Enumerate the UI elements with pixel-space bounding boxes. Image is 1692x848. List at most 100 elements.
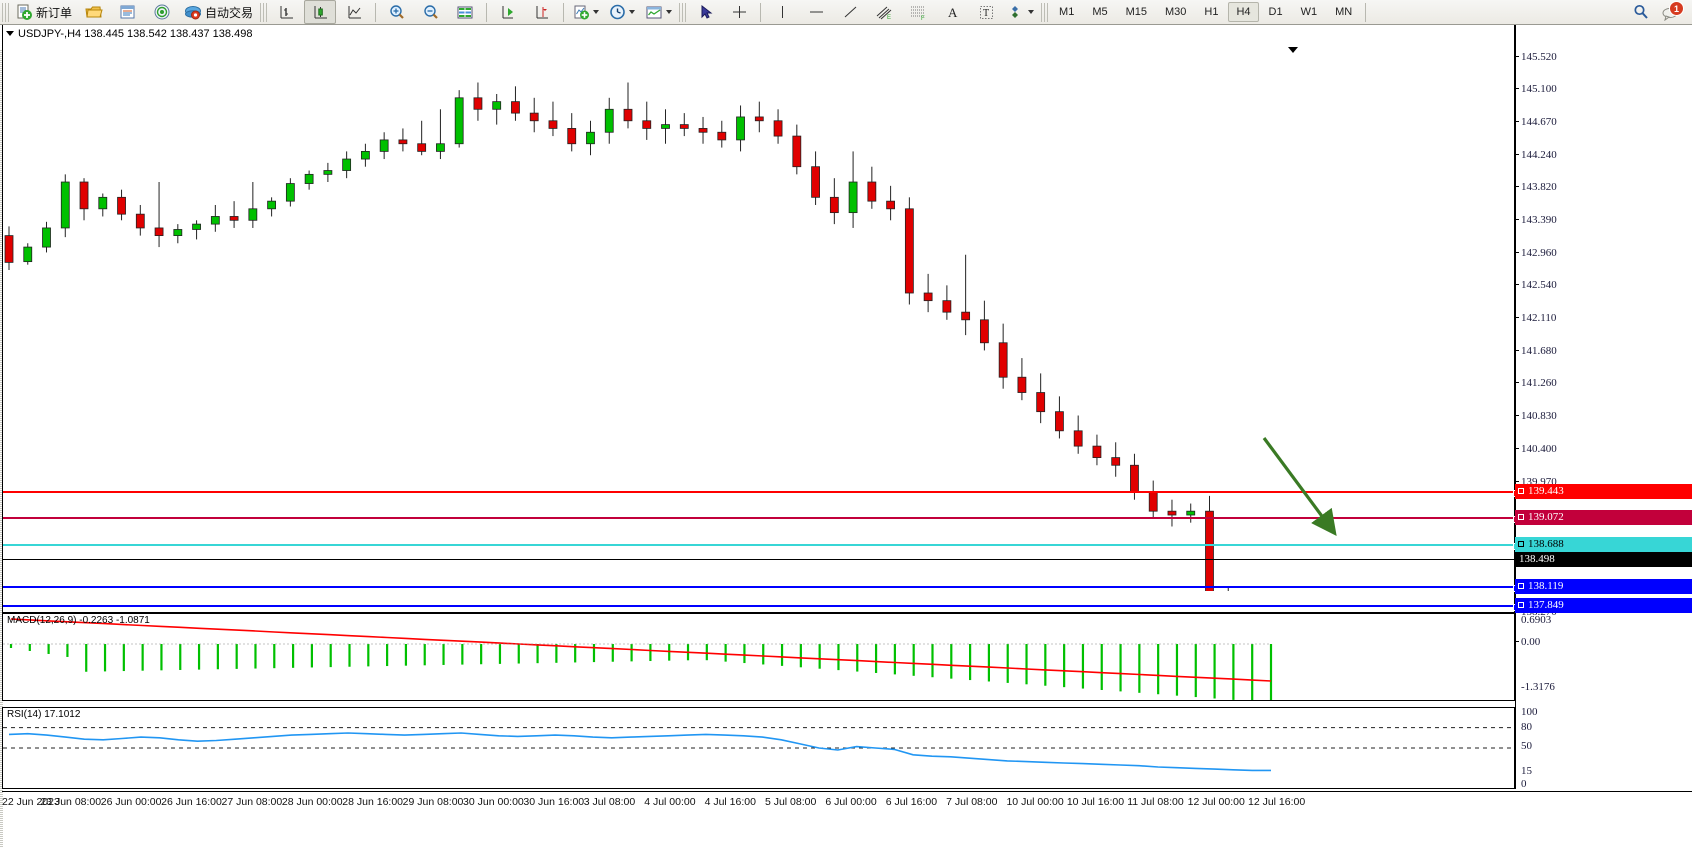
trendline-button[interactable] — [834, 0, 866, 24]
indicators-button[interactable] — [569, 0, 603, 24]
timeframe-button-h1[interactable]: H1 — [1204, 6, 1219, 18]
price-tick: 144.240 — [1515, 149, 1557, 161]
auto-scroll-button[interactable] — [492, 0, 524, 24]
terminal-window-icon — [120, 5, 135, 18]
period-dropdown-arrow[interactable] — [629, 10, 636, 14]
terminal-button[interactable] — [112, 0, 144, 24]
folder-icon — [85, 6, 103, 17]
indicators-dropdown-arrow[interactable] — [593, 10, 600, 14]
timeframe-button-m15[interactable]: M15 — [1125, 6, 1147, 18]
data-window-button[interactable] — [449, 0, 481, 24]
cursor-button[interactable] — [689, 0, 721, 24]
pending-order-line-1[interactable] — [3, 585, 1520, 592]
timeframe-group: M1 M5 M15 M30 H1 H4 D1 W1 MN — [1050, 2, 1361, 22]
auto-trading-button[interactable]: 自动交易 — [180, 0, 257, 24]
horizontal-line-button[interactable] — [800, 0, 832, 24]
macd-tick: -1.3176 — [1521, 681, 1555, 693]
chart-top-marker — [1288, 47, 1298, 53]
svg-text:F: F — [921, 16, 925, 21]
history-button[interactable] — [78, 0, 110, 24]
bar-chart-button[interactable] — [270, 0, 302, 24]
label-nub — [1518, 541, 1524, 547]
text-button[interactable]: A — [936, 0, 968, 24]
fibonacci-button[interactable]: F — [902, 0, 934, 24]
macd-series — [3, 618, 1273, 700]
timeframe-button-m30[interactable]: M30 — [1165, 6, 1187, 18]
price-axis[interactable]: 145.520 145.100 144.670 144.240 143.820 143.3… — [1515, 25, 1692, 847]
templates-button[interactable] — [641, 0, 676, 24]
chart-collapse-icon[interactable] — [6, 30, 14, 36]
time-label: 28 Jun 00:00 — [281, 796, 343, 808]
rsi-pane[interactable]: RSI(14) 17.1012 — [2, 707, 1515, 789]
signals-button[interactable] — [146, 0, 178, 24]
fibonacci-icon: F — [911, 6, 925, 21]
macd-tick: 0.00 — [1515, 636, 1540, 648]
zoom-in-button[interactable] — [381, 0, 413, 24]
current-price-line-label[interactable]: 138.498 — [1515, 552, 1692, 567]
toolbar-grip-4[interactable] — [1041, 2, 1049, 22]
candlestick-icon — [314, 5, 327, 18]
arrows-icon — [1012, 5, 1019, 18]
time-label: 22 Jun 2023 — [2, 796, 60, 808]
time-label: 10 Jul 16:00 — [1066, 796, 1125, 808]
svg-text:A: A — [948, 5, 958, 20]
timeframe-button-d1[interactable]: D1 — [1268, 6, 1283, 18]
toolbar-separator-3 — [563, 2, 565, 22]
macd-pane[interactable]: MACD(12,26,9) -0.2263 -1.0871 — [2, 613, 1515, 701]
zoom-out-button[interactable] — [415, 0, 447, 24]
timeframe-button-w1[interactable]: W1 — [1300, 6, 1318, 18]
label-nub — [1518, 488, 1524, 494]
chart-shift-button[interactable] — [526, 0, 558, 24]
timeframe-button-m1[interactable]: M1 — [1059, 6, 1075, 18]
search-icon — [1634, 4, 1648, 19]
current-price-line[interactable] — [3, 559, 1516, 560]
line-chart-button[interactable] — [338, 0, 370, 24]
period-button[interactable] — [605, 0, 639, 24]
toolbar-grip-3[interactable] — [679, 2, 687, 22]
notifications-button[interactable]: 1 — [1658, 1, 1684, 22]
rsi-label: RSI(14) 17.1012 — [7, 709, 81, 720]
take-profit-line-label[interactable]: 139.072 — [1515, 510, 1692, 525]
vertical-line-icon — [781, 5, 783, 18]
templates-dropdown-arrow[interactable] — [666, 10, 673, 14]
label-nub — [1518, 602, 1524, 608]
time-label: 7 Jul 08:00 — [946, 796, 998, 808]
time-label: 29 Jun 08:00 — [402, 796, 464, 808]
down-arrow-annotation[interactable] — [1256, 430, 1376, 560]
arrows-button[interactable] — [1004, 0, 1038, 24]
svg-text:E: E — [887, 15, 891, 21]
search-button[interactable] — [1625, 0, 1657, 24]
vertical-line-button[interactable] — [766, 0, 798, 24]
entry-line-label[interactable]: 138.688 — [1515, 537, 1692, 552]
arrows-dropdown-arrow[interactable] — [1028, 10, 1035, 14]
chart-header-text: USDJPY-,H4 138.445 138.542 138.437 138.4… — [18, 28, 253, 40]
timeframe-button-h4[interactable]: H4 — [1228, 2, 1259, 22]
equidistant-channel-button[interactable]: E — [868, 0, 900, 24]
horizontal-line-icon — [809, 11, 823, 12]
pending-order-line-2[interactable] — [3, 604, 1520, 611]
new-order-button[interactable]: 新订单 — [12, 0, 76, 24]
rsi-series — [3, 727, 1514, 772]
price-tick: 143.390 — [1515, 214, 1557, 226]
pending-order-line-2-label[interactable]: 137.849 — [1515, 598, 1692, 613]
template-icon — [646, 6, 662, 18]
toolbar-separator-5 — [1365, 2, 1367, 22]
toolbar-grip-2[interactable] — [260, 2, 268, 22]
timeframe-button-mn[interactable]: MN — [1335, 6, 1353, 18]
stop-loss-line-label[interactable]: 139.443 — [1515, 484, 1692, 499]
price-tick: 144.670 — [1515, 116, 1557, 128]
crosshair-button[interactable] — [723, 0, 755, 24]
time-axis[interactable]: 22 Jun 2023 23 Jun 08:00 26 Jun 00:00 26 Ju… — [2, 791, 1692, 848]
timeframe-button-m5[interactable]: M5 — [1092, 6, 1108, 18]
text-label-button[interactable]: T — [970, 0, 1002, 24]
toolbar-grip-1[interactable] — [2, 2, 9, 22]
radar-icon — [154, 4, 170, 19]
pending-order-line-1-label[interactable]: 138.119 — [1515, 579, 1692, 594]
candlestick-chart-button[interactable] — [304, 0, 337, 24]
chart-left-scrollbar[interactable] — [0, 50, 3, 847]
label-nub — [1518, 583, 1524, 589]
chart-header: USDJPY-,H4 138.445 138.542 138.437 138.4… — [6, 28, 252, 40]
chart-area[interactable]: USDJPY-,H4 138.445 138.542 138.437 138.4… — [0, 25, 1692, 847]
time-label: 26 Jun 00:00 — [100, 796, 162, 808]
text-icon: A — [948, 5, 958, 20]
